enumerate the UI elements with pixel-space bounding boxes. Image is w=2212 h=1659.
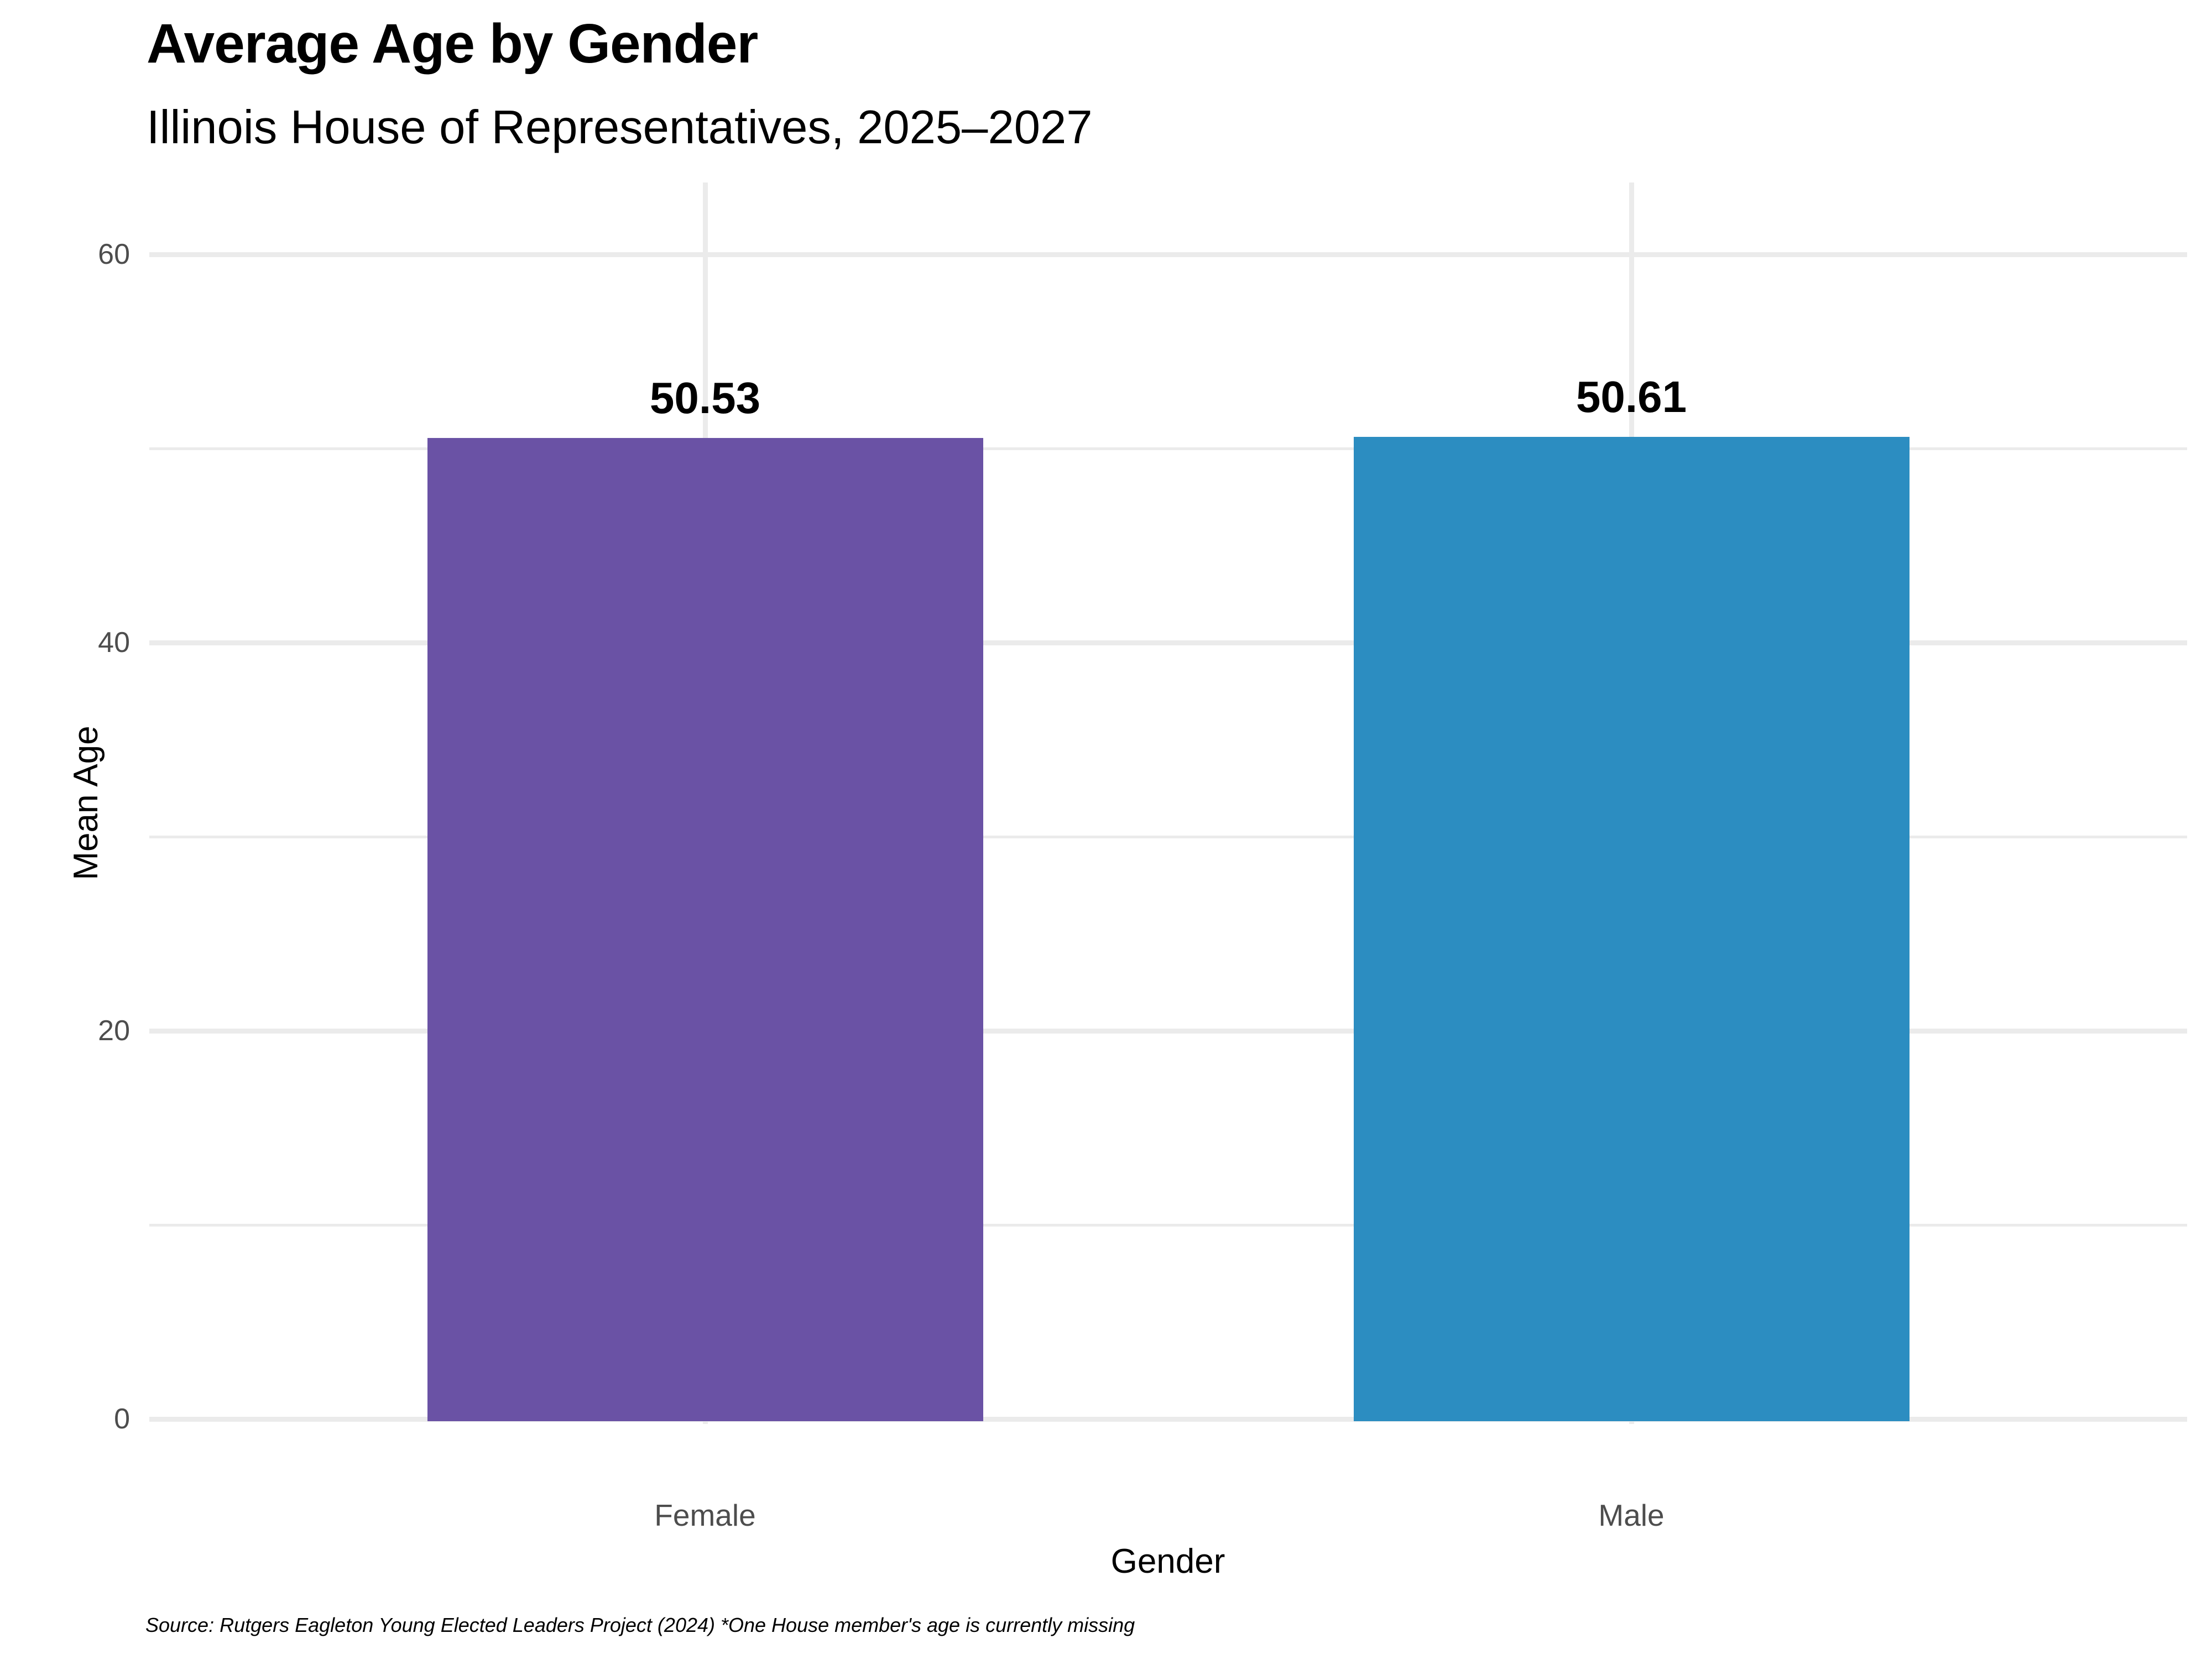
bar-value-label: 50.61 bbox=[1575, 372, 1687, 421]
x-gridline bbox=[1629, 182, 1634, 1424]
y-tick-label: 0 bbox=[114, 1403, 130, 1435]
y-gridline-major bbox=[149, 252, 2187, 257]
y-gridline-minor bbox=[149, 1223, 2187, 1227]
x-axis-title: Gender bbox=[1110, 1542, 1225, 1580]
x-tick-label: Female bbox=[654, 1498, 756, 1532]
y-tick-label: 60 bbox=[98, 238, 130, 270]
bar-value-label: 50.53 bbox=[649, 373, 761, 423]
y-gridline-minor bbox=[149, 447, 2187, 450]
y-gridline-major bbox=[149, 1028, 2187, 1034]
y-tick-label: 20 bbox=[98, 1015, 130, 1047]
x-gridline bbox=[702, 182, 708, 1424]
y-gridline-major bbox=[149, 1416, 2187, 1422]
x-tick-label: Male bbox=[1598, 1498, 1665, 1532]
y-gridline-major bbox=[149, 640, 2187, 645]
bar-female bbox=[427, 438, 983, 1421]
chart-title: Average Age by Gender bbox=[147, 13, 758, 75]
y-tick-label: 40 bbox=[98, 627, 130, 659]
y-axis-title: Mean Age bbox=[67, 726, 106, 880]
y-gridline-minor bbox=[149, 835, 2187, 838]
chart-subtitle: Illinois House of Representatives, 2025–… bbox=[147, 101, 1093, 154]
bar-male bbox=[1353, 436, 1910, 1421]
chart-caption: Source: Rutgers Eagleton Young Elected L… bbox=[145, 1614, 1135, 1636]
